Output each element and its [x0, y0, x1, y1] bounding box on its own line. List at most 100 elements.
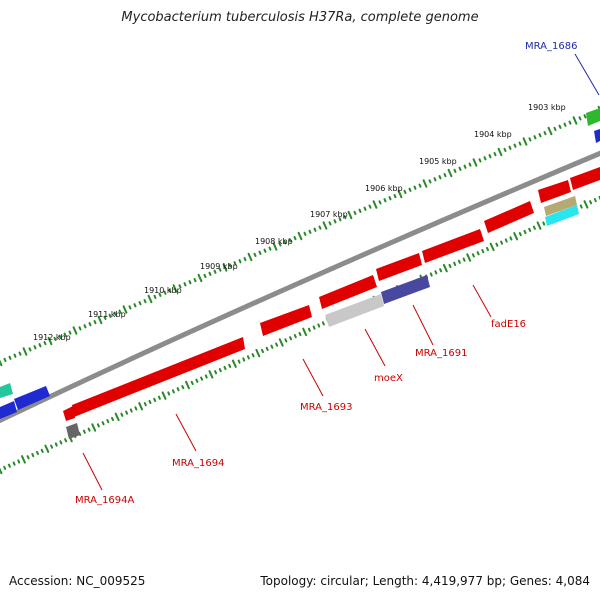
major-tick [347, 210, 353, 220]
minor-tick [583, 114, 587, 119]
minor-tick [303, 231, 307, 236]
gene-arrow-tan[interactable] [544, 196, 577, 216]
minor-tick [293, 236, 297, 241]
minor-tick [53, 336, 57, 341]
gene-label-fade16: fadE16 [491, 319, 526, 330]
gene-arrow-fade16-downstream[interactable] [484, 201, 534, 233]
minor-tick [453, 168, 457, 173]
gene-arrow-left-blue-2[interactable] [0, 401, 17, 419]
major-tick [278, 338, 284, 347]
minor-tick [508, 145, 512, 150]
major-tick [489, 242, 495, 252]
minor-tick [50, 444, 54, 449]
gene-arrow-1694a[interactable] [66, 423, 80, 439]
minor-tick [7, 463, 11, 468]
tick-label: 1911 kbp [88, 310, 126, 319]
major-tick [522, 137, 528, 146]
minor-tick [213, 269, 217, 274]
minor-tick [214, 370, 218, 375]
major-tick [72, 326, 78, 335]
major-tick [272, 242, 278, 251]
major-tick [22, 347, 28, 356]
minor-tick [493, 152, 497, 157]
minor-tick [476, 251, 480, 256]
minor-tick [321, 321, 325, 326]
minor-tick [542, 221, 546, 226]
minor-tick [43, 341, 47, 346]
tick-label: 1903 kbp [528, 103, 566, 112]
minor-tick [243, 257, 247, 262]
major-tick [0, 359, 3, 367]
major-tick [161, 391, 167, 400]
minor-tick [533, 135, 537, 140]
gene-arrow-1694[interactable] [72, 337, 245, 417]
minor-tick [388, 196, 392, 201]
minor-tick [293, 334, 297, 339]
gene-arrow-left-blue-1[interactable] [14, 386, 50, 410]
minor-tick [418, 183, 422, 188]
minor-tick [143, 299, 147, 304]
minor-tick [579, 204, 583, 209]
major-tick [513, 232, 519, 241]
minor-tick [87, 427, 91, 432]
minor-tick [246, 355, 250, 360]
major-tick [147, 294, 153, 304]
gene-arrow-moex-upstream[interactable] [319, 275, 377, 309]
forward-strand [0, 108, 600, 419]
minor-tick [118, 309, 122, 314]
minor-tick [313, 227, 317, 232]
minor-tick [183, 282, 187, 287]
minor-tick [483, 156, 487, 161]
gene-arrow-cyan[interactable] [545, 205, 579, 226]
major-tick [138, 402, 144, 411]
minor-tick [143, 402, 147, 407]
gene-arrow-1691-upstream[interactable] [376, 253, 422, 281]
gene-arrow-small-red[interactable] [63, 406, 75, 421]
minor-tick [434, 270, 438, 275]
minor-tick [283, 240, 287, 245]
minor-tick [578, 116, 582, 121]
minor-tick [253, 252, 257, 257]
minor-tick [504, 238, 508, 243]
minor-tick [263, 248, 267, 253]
gene-label-moex: moeX [374, 373, 403, 384]
tick-label: 1906 kbp [365, 184, 403, 193]
minor-tick [193, 278, 197, 283]
gene-arrow-right-green[interactable] [586, 108, 600, 126]
minor-tick [54, 442, 58, 447]
tick-label: 1905 kbp [419, 157, 457, 166]
minor-tick [78, 326, 82, 331]
gene-arrow-right-blue[interactable] [594, 129, 600, 143]
minor-tick [518, 141, 522, 146]
gene-arrow-1693[interactable] [260, 305, 312, 336]
minor-tick [403, 189, 407, 194]
minor-tick [538, 133, 542, 138]
minor-tick [3, 465, 7, 470]
minor-tick [448, 263, 452, 269]
minor-tick [111, 416, 114, 422]
gene-arrow-1691[interactable] [381, 275, 430, 304]
minor-tick [33, 345, 37, 350]
minor-tick [134, 406, 138, 411]
minor-tick [308, 229, 312, 234]
accession-footer: Accession: NC_009525 [9, 574, 146, 588]
minor-tick [68, 330, 72, 335]
minor-tick [353, 210, 357, 215]
minor-tick [200, 376, 204, 381]
major-tick [231, 359, 237, 368]
gene-arrow-left-teal[interactable] [0, 383, 13, 398]
minor-tick [368, 204, 372, 209]
gene-arrow-upper-red-2[interactable] [570, 167, 600, 190]
gene-arrow-moex[interactable] [325, 294, 384, 327]
gene-label-mra-1694a: MRA_1694A [75, 495, 134, 506]
map-title: Mycobacterium tuberculosis H37Ra, comple… [121, 10, 479, 25]
major-tick [497, 147, 503, 157]
minor-tick [17, 459, 21, 464]
minor-tick [18, 351, 22, 356]
gene-arrow-upper-red-1[interactable] [538, 180, 571, 203]
minor-tick [167, 391, 171, 396]
major-tick [472, 158, 478, 167]
gene-arrow-fade16[interactable] [422, 229, 484, 263]
gene-label-lines [82, 53, 600, 491]
